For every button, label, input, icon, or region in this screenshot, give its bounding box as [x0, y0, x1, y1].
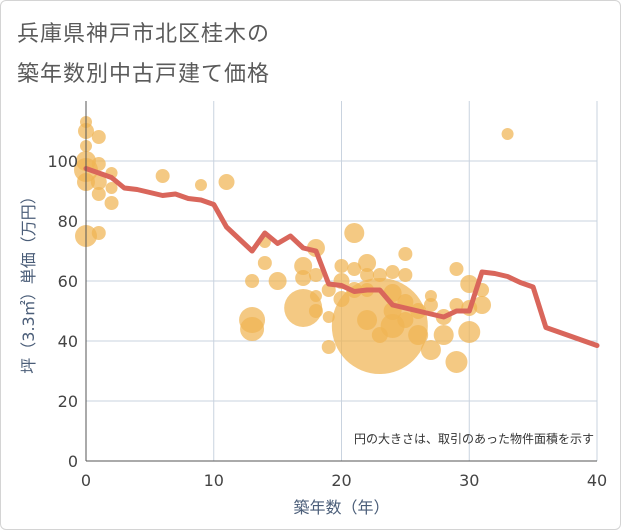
- data-bubble: [460, 275, 479, 293]
- data-bubble: [105, 182, 118, 194]
- data-bubble: [385, 265, 400, 279]
- bubble-size-note: 円の大きさは、取引のあった物件面積を示す: [354, 431, 594, 446]
- tick-labels: 0 10 20 30 40 0 20 40 60 80 100: [47, 152, 607, 490]
- data-bubble: [372, 268, 387, 282]
- data-bubble: [91, 226, 106, 240]
- data-bubble: [321, 340, 336, 354]
- y-tick-label: 40: [58, 332, 78, 351]
- data-bubble: [347, 262, 362, 276]
- x-tick-label: 20: [331, 471, 351, 490]
- data-bubble: [194, 179, 207, 191]
- data-bubble: [257, 256, 272, 270]
- average-price-line: [83, 166, 600, 348]
- x-axis-label: 築年数（年）: [293, 498, 389, 517]
- chart-title-line2: 築年数別中古戸建て価格: [17, 62, 271, 87]
- data-bubble: [445, 351, 468, 373]
- data-bubble: [358, 254, 377, 272]
- chart-title-line1: 兵庫県神戸市北区桂木の: [17, 22, 271, 47]
- data-bubble: [408, 325, 429, 345]
- data-bubble: [155, 169, 170, 183]
- data-bubble: [91, 130, 106, 144]
- data-bubble: [309, 290, 322, 302]
- y-tick-label: 80: [58, 212, 78, 231]
- data-bubble: [218, 174, 235, 190]
- data-bubble: [322, 311, 335, 323]
- axes: [85, 101, 597, 462]
- x-tick-label: 10: [204, 471, 224, 490]
- x-tick-label: 30: [459, 471, 479, 490]
- y-axis-label: 坪（3.3㎡）単価（万円）: [19, 188, 38, 373]
- data-bubble: [398, 247, 413, 261]
- y-tick-label: 20: [58, 392, 78, 411]
- data-bubble: [294, 257, 313, 275]
- x-tick-label: 0: [81, 471, 91, 490]
- data-bubble: [420, 340, 441, 360]
- data-bubble: [104, 196, 119, 210]
- data-bubble: [398, 268, 413, 282]
- data-bubble: [473, 296, 492, 314]
- y-tick-label: 60: [58, 272, 78, 291]
- bubble-series: [74, 116, 514, 374]
- average-line: [83, 166, 600, 348]
- y-tick-label: 0: [68, 452, 78, 471]
- data-bubble: [334, 259, 349, 273]
- data-bubble: [397, 312, 414, 328]
- data-bubble: [268, 272, 287, 290]
- data-bubble: [245, 274, 260, 288]
- data-bubble: [308, 268, 323, 282]
- data-bubble: [360, 268, 375, 282]
- data-bubble: [295, 270, 312, 286]
- data-bubble: [344, 223, 365, 243]
- data-bubble: [308, 304, 323, 318]
- data-bubble: [91, 157, 106, 171]
- data-bubble: [423, 298, 438, 312]
- data-bubble: [458, 321, 481, 343]
- data-bubble: [449, 262, 464, 276]
- data-bubble: [91, 187, 106, 201]
- data-bubble: [240, 317, 265, 341]
- data-bubble: [90, 174, 107, 190]
- y-tick-label: 100: [47, 152, 78, 171]
- x-tick-label: 40: [587, 471, 607, 490]
- data-bubble: [433, 325, 454, 345]
- data-bubble: [501, 128, 514, 140]
